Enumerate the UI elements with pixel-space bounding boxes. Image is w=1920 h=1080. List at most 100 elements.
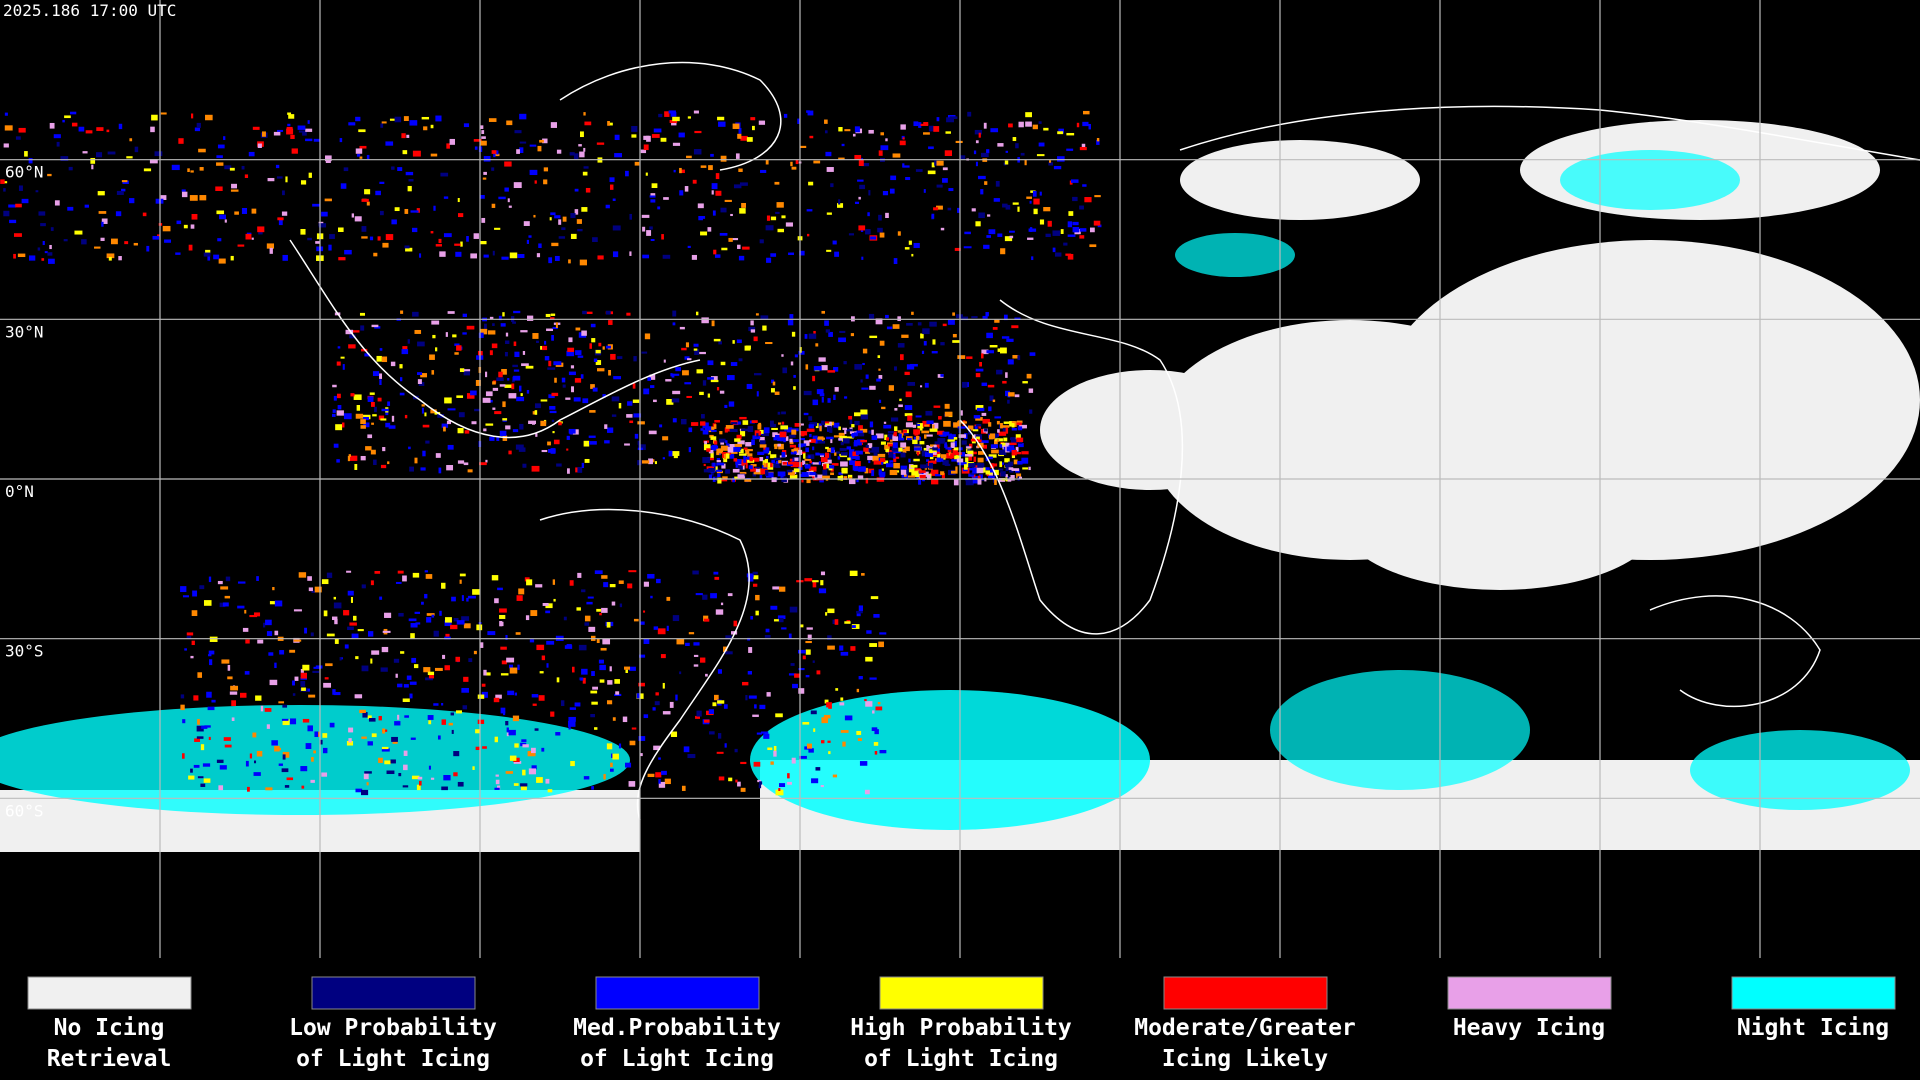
speckle [692, 571, 698, 575]
speckle [604, 424, 607, 429]
speckle [720, 233, 728, 236]
speckle [694, 655, 698, 657]
speckle [585, 616, 590, 622]
speckle [988, 385, 994, 388]
speckle [520, 142, 526, 144]
speckle [410, 633, 415, 638]
speckle [649, 431, 657, 435]
speckle [999, 450, 1006, 455]
legend-label: No Icing [54, 1015, 165, 1041]
speckle [880, 341, 885, 346]
speckle [497, 588, 503, 590]
speckle [925, 411, 932, 416]
speckle [1046, 234, 1051, 237]
speckle [357, 154, 360, 157]
speckle [809, 461, 812, 464]
speckle [704, 720, 710, 723]
speckle [124, 241, 128, 244]
speckle [578, 144, 582, 146]
speckle [869, 336, 877, 338]
speckle [856, 611, 863, 613]
speckle [703, 380, 706, 385]
speckle [187, 168, 190, 172]
speckle [652, 183, 658, 188]
speckle [981, 353, 984, 358]
speckle [893, 431, 897, 436]
speckle [426, 617, 431, 623]
speckle [964, 246, 972, 248]
speckle [626, 313, 630, 316]
speckle [950, 434, 952, 437]
speckle [344, 250, 352, 254]
speckle [436, 453, 441, 458]
speckle [623, 717, 627, 722]
speckle [561, 227, 565, 230]
speckle [583, 172, 588, 176]
speckle [163, 226, 171, 231]
speckle [713, 250, 716, 255]
speckle [653, 400, 657, 402]
speckle [267, 631, 272, 636]
speckle [929, 463, 933, 469]
speckle [431, 321, 439, 325]
speckle [258, 144, 262, 148]
speckle [880, 458, 885, 462]
speckle [533, 704, 537, 706]
speckle [713, 210, 716, 215]
speckle [195, 127, 200, 131]
speckle [401, 133, 405, 138]
speckle [763, 734, 769, 739]
speckle [38, 211, 45, 215]
speckle [601, 608, 608, 613]
speckle [535, 584, 542, 587]
speckle [878, 369, 880, 371]
speckle [3, 188, 6, 191]
speckle [821, 740, 824, 743]
speckle [197, 123, 201, 128]
speckle [480, 642, 483, 648]
speckle [567, 436, 570, 440]
speckle [954, 480, 959, 486]
speckle [644, 144, 649, 150]
speckle [371, 423, 374, 425]
speckle [771, 217, 776, 221]
speckle [390, 759, 395, 763]
speckle [204, 253, 211, 257]
speckle [803, 453, 805, 458]
speckle [333, 409, 336, 413]
speckle [699, 352, 706, 354]
speckle [391, 166, 394, 169]
speckle [1089, 244, 1096, 247]
speckle [134, 243, 138, 246]
speckle [448, 311, 455, 314]
speckle [550, 217, 552, 220]
speckle [893, 442, 898, 448]
speckle [527, 316, 533, 321]
speckle [287, 777, 293, 780]
speckle [868, 460, 870, 463]
speckle [304, 628, 307, 634]
speckle [994, 463, 997, 466]
speckle [298, 126, 306, 130]
speckle [747, 384, 753, 389]
speckle [98, 191, 105, 195]
speckle [957, 208, 959, 213]
speckle [956, 141, 963, 143]
speckle [870, 421, 873, 427]
speckle [193, 695, 198, 700]
speckle [607, 700, 612, 704]
speckle [307, 576, 312, 581]
speckle [860, 379, 862, 382]
speckle [86, 130, 93, 133]
speckle [945, 412, 953, 417]
speckle [907, 438, 912, 440]
speckle [610, 763, 613, 767]
speckle [898, 430, 902, 432]
speckle [354, 394, 362, 400]
speckle [1053, 248, 1056, 253]
speckle [54, 134, 61, 138]
speckle [517, 665, 519, 670]
speckle [805, 447, 809, 452]
speckle [718, 122, 725, 127]
speckle [979, 362, 982, 367]
